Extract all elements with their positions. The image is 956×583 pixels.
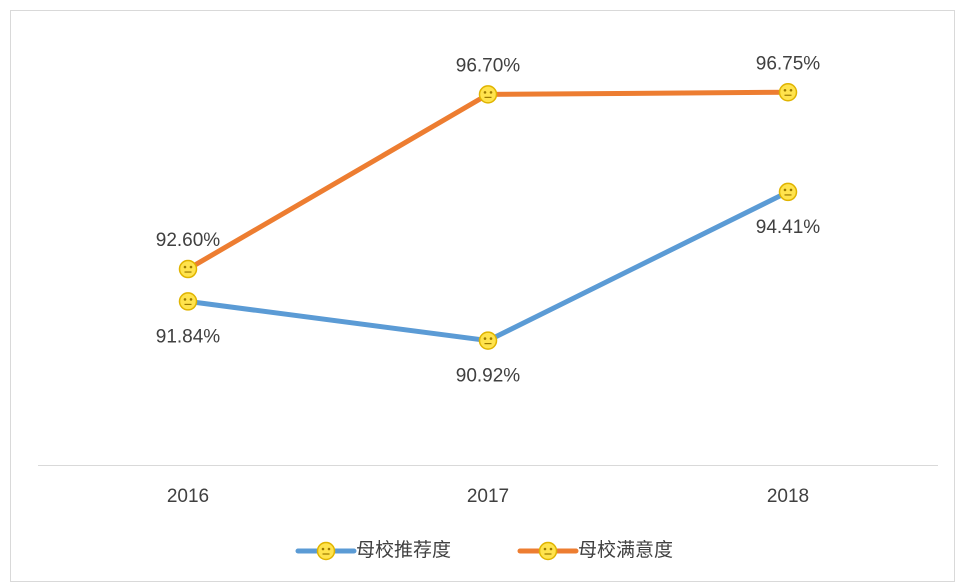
legend-label: 母校满意度	[578, 539, 673, 561]
marker	[538, 541, 558, 561]
data-label: 90.92%	[456, 366, 521, 387]
marker-part	[178, 292, 198, 311]
marker-part	[789, 188, 793, 192]
marker	[778, 83, 798, 102]
marker-part	[783, 188, 787, 192]
marker-part	[789, 88, 793, 92]
x-tick-label: 2016	[167, 486, 209, 507]
marker-part	[327, 547, 331, 551]
marker	[316, 541, 336, 561]
marker	[778, 182, 798, 202]
marker-part	[538, 541, 558, 561]
marker-part	[478, 85, 498, 104]
x-tick-label: 2017	[467, 486, 509, 507]
legend-label: 母校推荐度	[356, 539, 451, 561]
marker-part	[489, 337, 493, 340]
marker	[178, 259, 198, 279]
marker-part	[778, 182, 798, 202]
marker-part	[778, 83, 798, 102]
marker-part	[543, 547, 547, 551]
marker-part	[783, 88, 787, 92]
marker-part	[483, 337, 487, 340]
marker-part	[189, 265, 193, 269]
data-label: 92.60%	[156, 230, 221, 251]
data-label: 91.84%	[156, 326, 221, 347]
marker-part	[489, 91, 493, 94]
marker-part	[178, 259, 198, 279]
data-label: 94.41%	[756, 217, 821, 238]
marker-part	[483, 91, 487, 94]
marker-part	[478, 331, 498, 350]
marker-part	[549, 547, 553, 551]
data-label: 96.70%	[456, 55, 521, 76]
marker-part	[321, 547, 325, 551]
marker-part	[316, 541, 336, 561]
marker-part	[189, 298, 193, 301]
data-label: 96.75%	[756, 53, 821, 74]
marker-part	[183, 298, 187, 301]
marker	[478, 85, 498, 104]
marker-part	[183, 265, 187, 269]
x-tick-label: 2018	[767, 486, 809, 507]
chart-border	[10, 10, 955, 582]
marker	[478, 331, 498, 350]
marker	[178, 292, 198, 311]
